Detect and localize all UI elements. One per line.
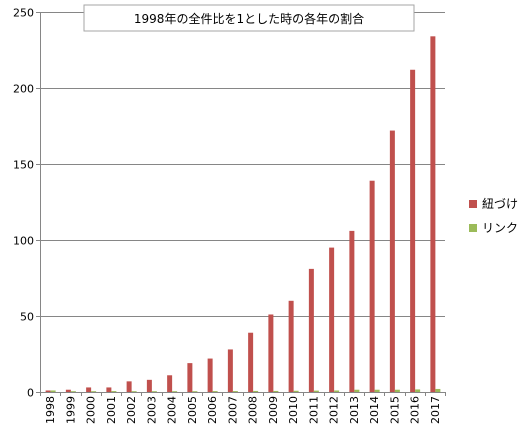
bar-series-1-2004 — [167, 375, 173, 392]
legend: 紐づけ リンク — [469, 197, 518, 235]
legend-swatch-series-2 — [469, 224, 477, 232]
bar-series-2-2010 — [293, 390, 299, 392]
bar-series-2-2015 — [394, 389, 400, 392]
bar-series-2-2000 — [91, 391, 97, 392]
bar-layer — [45, 36, 441, 392]
bar-series-1-2001 — [106, 387, 112, 392]
bar-series-1-2010 — [288, 300, 294, 392]
x-tick-label: 2006 — [206, 396, 219, 424]
bar-series-1-2013 — [349, 230, 355, 392]
bar-series-1-2016 — [410, 69, 416, 392]
bar-series-2-2011 — [313, 390, 319, 392]
x-tick-label: 2011 — [307, 396, 320, 424]
tick-layer: 0 50 100 150 200 250 1998 1999 2000 2001 2002 2003 2… — [13, 7, 442, 425]
bar-series-2-2014 — [374, 389, 380, 392]
x-tick-label: 2004 — [166, 396, 179, 424]
bar-series-1-2014 — [369, 180, 375, 392]
x-tick-label: 1998 — [44, 396, 57, 424]
bar-series-1-2017 — [430, 36, 436, 392]
x-tick-label: 2007 — [226, 396, 239, 424]
bar-series-2-2013 — [354, 389, 360, 392]
x-tick-label: 2001 — [105, 396, 118, 424]
y-tick-label: 100 — [13, 235, 34, 248]
bar-series-1-2007 — [227, 349, 233, 392]
y-tick-label: 0 — [27, 387, 34, 400]
bar-series-2-2006 — [212, 391, 218, 392]
x-tick-label: 1999 — [64, 396, 77, 424]
bar-series-2-2009 — [273, 390, 279, 392]
bar-series-1-2003 — [146, 379, 152, 392]
bar-series-1-2002 — [126, 381, 132, 392]
bar-series-1-1998 — [45, 390, 51, 392]
bar-series-1-2000 — [86, 387, 92, 392]
y-tick-label: 200 — [13, 83, 34, 96]
x-tick-label: 2017 — [429, 396, 442, 424]
x-tick-label: 2010 — [287, 396, 300, 424]
x-tick-label: 2013 — [348, 396, 361, 424]
bar-series-2-2005 — [192, 391, 198, 392]
chart-title: 1998年の全件比を1とした時の各年の割合 — [134, 11, 364, 26]
bar-series-1-2011 — [308, 268, 314, 392]
bar-series-1-1999 — [65, 389, 71, 392]
bar-series-2-2007 — [232, 391, 238, 392]
x-tick-label: 2016 — [409, 396, 422, 424]
bar-series-1-2005 — [187, 363, 193, 392]
bar-series-2-1999 — [70, 391, 76, 392]
bar-series-1-2015 — [389, 130, 395, 392]
bar-series-2-2001 — [111, 391, 117, 392]
x-tick-label: 2008 — [247, 396, 260, 424]
x-tick-label: 2000 — [85, 396, 98, 424]
bar-series-1-2008 — [248, 332, 254, 392]
x-tick-label: 2014 — [368, 396, 381, 424]
bar-series-2-1998 — [50, 390, 56, 392]
x-tick-label: 2009 — [267, 396, 280, 424]
bar-series-1-2012 — [329, 247, 335, 392]
bar-series-1-2006 — [207, 358, 213, 392]
x-tick-label: 2012 — [328, 396, 341, 424]
bar-series-2-2016 — [415, 389, 421, 392]
axis-layer — [36, 12, 446, 396]
bar-series-2-2012 — [334, 390, 340, 392]
y-tick-label: 250 — [13, 7, 34, 20]
x-tick-label: 2002 — [125, 396, 138, 424]
x-tick-label: 2015 — [388, 396, 401, 424]
legend-label-series-2: リンク — [482, 221, 518, 235]
legend-label-series-1: 紐づけ — [482, 197, 518, 211]
y-tick-label: 150 — [13, 159, 34, 172]
legend-swatch-series-1 — [469, 200, 477, 208]
x-tick-label: 2003 — [145, 396, 158, 424]
bar-series-2-2017 — [435, 388, 441, 392]
bar-series-1-2009 — [268, 314, 274, 392]
chart-title-box — [83, 4, 415, 32]
bar-series-2-2004 — [172, 391, 178, 392]
bar-series-2-2008 — [253, 390, 259, 392]
grid-layer — [40, 12, 445, 317]
y-tick-label: 50 — [20, 311, 34, 324]
x-tick-label: 2005 — [186, 396, 199, 424]
bar-series-2-2002 — [131, 391, 137, 392]
bar-series-2-2003 — [151, 391, 157, 392]
